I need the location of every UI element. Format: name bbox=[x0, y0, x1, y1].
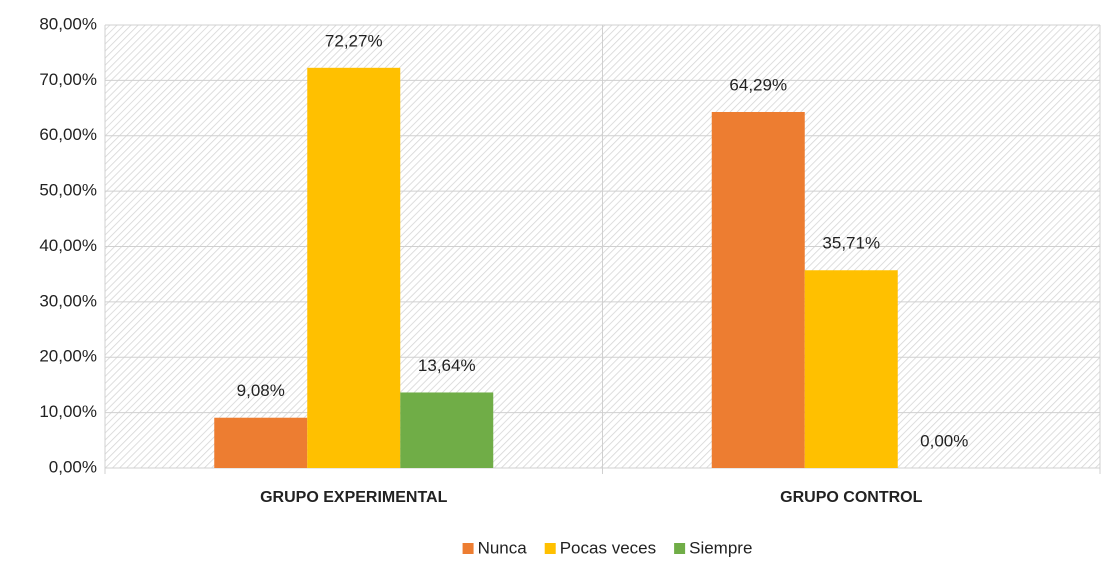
y-tick-label: 30,00% bbox=[39, 291, 97, 310]
legend-swatch bbox=[544, 543, 556, 554]
y-tick-label: 50,00% bbox=[39, 181, 97, 200]
data-label: 35,71% bbox=[822, 234, 880, 253]
legend-swatch bbox=[462, 543, 474, 554]
bar bbox=[214, 417, 308, 468]
bar bbox=[711, 111, 805, 468]
x-tick-label: GRUPO CONTROL bbox=[780, 489, 922, 506]
data-label: 9,08% bbox=[237, 381, 285, 400]
bar bbox=[307, 67, 401, 469]
data-label: 64,29% bbox=[729, 75, 787, 94]
legend-label: Pocas veces bbox=[560, 538, 656, 557]
y-tick-label: 80,00% bbox=[39, 14, 97, 33]
y-tick-label: 10,00% bbox=[39, 402, 97, 421]
y-tick-label: 70,00% bbox=[39, 70, 97, 89]
bar bbox=[400, 392, 494, 468]
data-label: 0,00% bbox=[920, 431, 968, 450]
y-tick-label: 60,00% bbox=[39, 125, 97, 144]
legend-swatch bbox=[674, 543, 686, 554]
bar bbox=[804, 270, 898, 468]
y-tick-label: 40,00% bbox=[39, 236, 97, 255]
legend-label: Siempre bbox=[689, 538, 752, 557]
legend-label: Nunca bbox=[478, 538, 528, 557]
y-tick-label: 0,00% bbox=[49, 457, 97, 476]
data-label: 72,27% bbox=[325, 31, 383, 50]
x-tick-label: GRUPO EXPERIMENTAL bbox=[260, 489, 448, 506]
y-tick-label: 20,00% bbox=[39, 347, 97, 366]
data-label: 13,64% bbox=[418, 356, 476, 375]
